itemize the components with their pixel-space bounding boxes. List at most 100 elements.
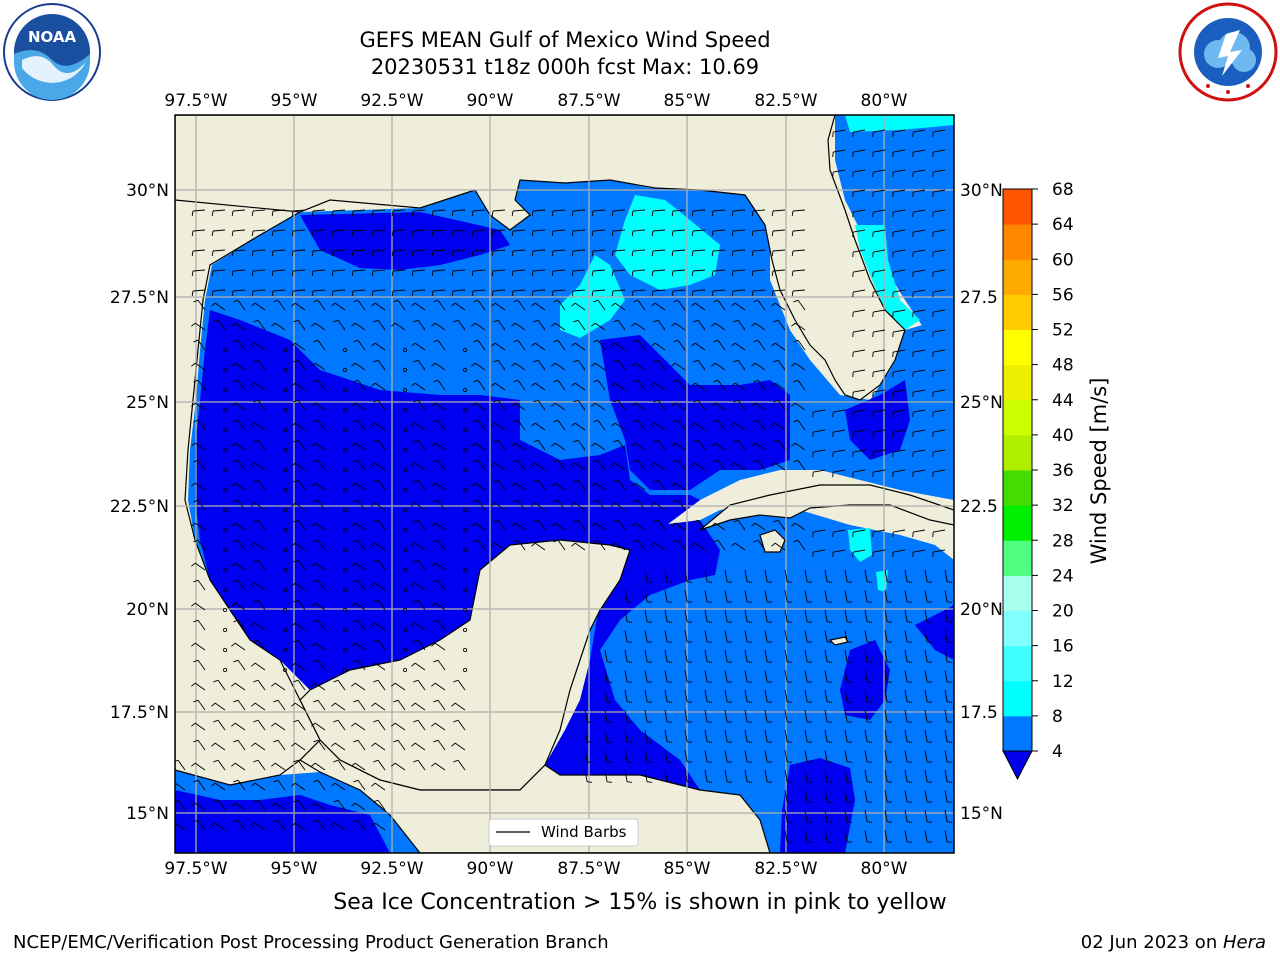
wind-barb [732, 289, 746, 292]
wind-barb-flag [867, 681, 873, 683]
wind-barb-flag [627, 761, 633, 763]
wind-barb [572, 229, 586, 232]
wind-barb-flag [892, 352, 894, 358]
wind-barb [234, 762, 246, 771]
wind-barb [234, 722, 246, 731]
wind-barb-flag [852, 392, 854, 398]
wind-barb [314, 682, 326, 691]
wind-barb [624, 729, 628, 742]
wind-barb-flag [411, 502, 416, 507]
wind-barb-flag [231, 482, 236, 487]
wind-barb-flag [231, 290, 234, 297]
wind-barb [632, 209, 646, 212]
wind-barb [712, 289, 726, 292]
wind-barb [437, 699, 446, 711]
wind-barb [237, 339, 246, 351]
wind-barb [192, 269, 206, 272]
wind-barb-flag [251, 702, 256, 707]
wind-barb [614, 302, 626, 311]
wind-barb-flag [353, 819, 359, 823]
wind-barb [354, 522, 366, 531]
wind-barb-flag [912, 292, 914, 298]
wind-barb-flag [892, 252, 894, 258]
wind-barb [434, 682, 446, 691]
wind-barb [652, 249, 666, 252]
wind-barb [804, 629, 808, 642]
wind-barb-flag [553, 499, 559, 503]
wind-barb-flag [491, 382, 496, 387]
wind-barb-flag [673, 539, 679, 543]
wind-barb [252, 289, 266, 292]
wind-barb [933, 249, 946, 253]
wind-barb [254, 622, 266, 631]
wind-barb [614, 542, 626, 551]
noaa-logo-icon: NOAA [3, 3, 101, 101]
wind-barb-flag [693, 519, 699, 523]
wind-barb [924, 769, 928, 782]
wind-barb [754, 362, 766, 371]
wind-barb-flag [253, 599, 259, 603]
wind-barb [784, 649, 788, 662]
wind-barb-flag [413, 639, 419, 643]
wind-barb [893, 249, 906, 253]
lon-tick-label: 92.5°W [360, 859, 423, 879]
wind-barb [924, 689, 928, 702]
wind-barb [913, 549, 926, 553]
ocean-caribbean-under-4-far-east [915, 605, 954, 660]
wind-barb-flag [371, 662, 376, 667]
wind-barb [294, 302, 306, 311]
wind-barb [572, 269, 586, 272]
wind-barb [194, 482, 206, 491]
wind-barb-flag [271, 682, 276, 687]
wind-barb-flag [827, 721, 833, 723]
wind-barb-flag [371, 742, 376, 747]
wind-barb [234, 482, 246, 491]
wind-barb-flag [373, 559, 379, 563]
wind-barb [597, 339, 606, 351]
wind-barb-flag [413, 559, 419, 563]
wind-barb [434, 402, 446, 411]
wind-barb [813, 529, 826, 533]
wind-barb-flag [291, 662, 296, 667]
wind-barb-flag [531, 302, 536, 307]
wind-barb [833, 409, 846, 413]
wind-barb-flag [887, 641, 893, 643]
wind-barb [657, 519, 666, 531]
wind-barb-flag [233, 459, 239, 463]
wind-barb-flag [431, 210, 434, 217]
wind-barb-flag [807, 641, 813, 643]
wind-barb [944, 729, 948, 742]
wind-barb-flag [313, 339, 319, 343]
wind-barb-flag [313, 819, 319, 823]
colorbar-extend-triangle [1002, 750, 1033, 781]
wind-barb [332, 209, 346, 212]
wind-barb [297, 479, 306, 491]
wind-barb-flag [191, 802, 196, 807]
wind-barb-flag [932, 252, 934, 258]
wind-barb-calm [282, 608, 287, 613]
wind-barb [437, 539, 446, 551]
wind-barb-flag [892, 132, 894, 138]
wind-barb [924, 729, 928, 742]
wind-barb [552, 269, 566, 272]
wind-barb [933, 149, 946, 153]
wind-barb [594, 402, 606, 411]
wind-barb [634, 322, 646, 331]
wind-barb-flag [872, 132, 874, 138]
wind-barb-flag [747, 681, 753, 683]
wind-barb [684, 589, 688, 602]
wind-barb [734, 462, 746, 471]
wind-barb [792, 289, 806, 292]
wind-barb [873, 529, 886, 533]
wind-barb-flag [872, 252, 874, 258]
wind-barb [684, 729, 688, 742]
wind-barb-flag [653, 359, 659, 363]
wind-barb-flag [927, 761, 933, 763]
wind-barb-flag [773, 519, 779, 523]
wind-barb [332, 249, 346, 252]
wind-barb-flag [193, 579, 199, 583]
wind-barb [913, 189, 926, 193]
wind-barb-calm [282, 548, 287, 553]
wind-barb-flag [912, 232, 914, 238]
wind-barb [452, 249, 466, 252]
